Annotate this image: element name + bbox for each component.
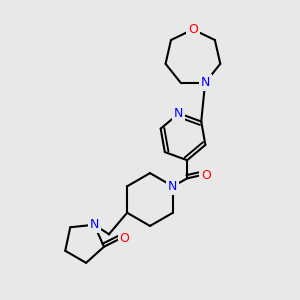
Text: N: N	[89, 218, 99, 231]
Text: N: N	[200, 76, 210, 89]
Text: N: N	[174, 107, 184, 120]
Text: O: O	[201, 169, 211, 182]
Text: N: N	[168, 180, 178, 193]
Text: O: O	[188, 23, 198, 36]
Text: O: O	[119, 232, 129, 245]
